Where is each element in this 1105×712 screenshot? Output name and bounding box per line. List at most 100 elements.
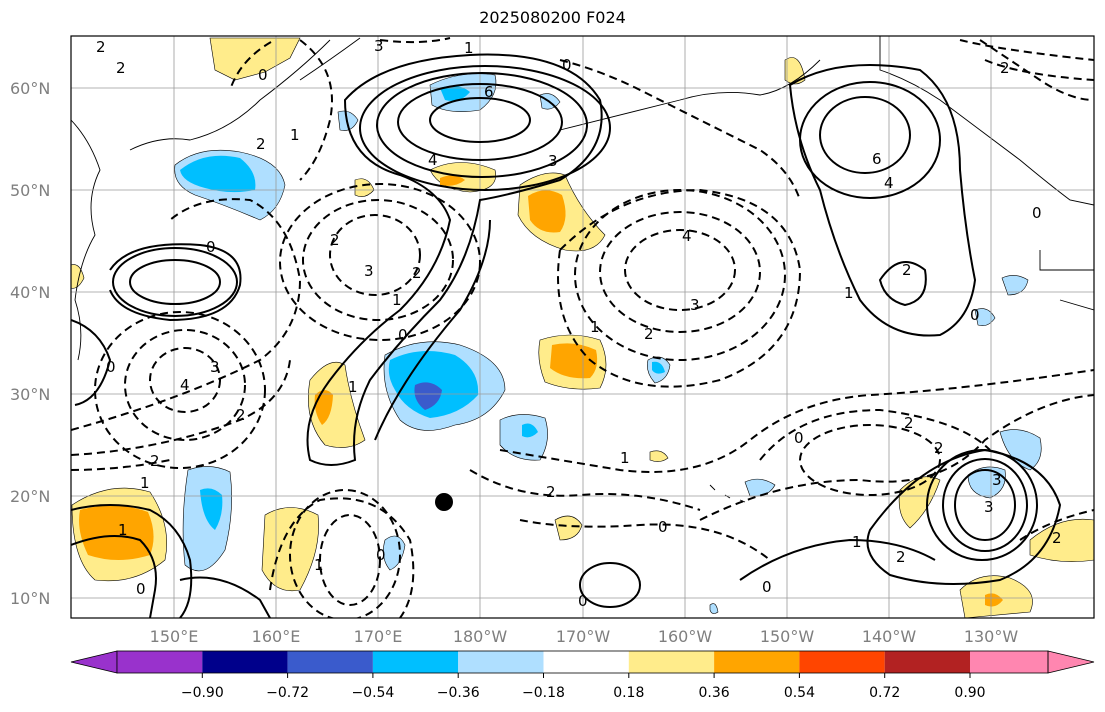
map-panel: 2 2 3 0 1 6 4 3 2 1 0 6 4 2 0 2 3 4 3 2 … bbox=[71, 36, 1094, 618]
shade-positive-14 bbox=[649, 450, 669, 462]
lon-label-150w: 150°W bbox=[760, 627, 815, 646]
shade-positive-1 bbox=[209, 37, 301, 81]
shade-positive-core-1 bbox=[528, 190, 566, 233]
contour-label: 3 bbox=[210, 358, 220, 376]
contour-label: 4 bbox=[682, 227, 692, 245]
contour-label: 1 bbox=[844, 284, 854, 302]
contour-labels: 2 2 3 0 1 6 4 3 2 1 0 6 4 2 0 2 3 4 3 2 … bbox=[96, 37, 1062, 610]
lon-label-170w: 170°W bbox=[556, 627, 611, 646]
contour-label: 0 bbox=[376, 546, 386, 564]
shade-positive-core-2 bbox=[550, 343, 598, 379]
lat-label-20n: 20°N bbox=[10, 487, 50, 506]
contour-label: 2 bbox=[1000, 59, 1010, 77]
contour-label: 2 bbox=[896, 548, 906, 566]
lon-label-170e: 170°E bbox=[354, 627, 403, 646]
contour-label: 6 bbox=[484, 83, 494, 101]
colorbar: −0.90 −0.72 −0.54 −0.36 −0.18 0.18 0.36 … bbox=[70, 650, 1095, 701]
colorbar-bin bbox=[458, 651, 544, 673]
colorbar-extend-high bbox=[1047, 650, 1095, 674]
lat-label-50n: 50°N bbox=[10, 181, 50, 200]
shade-negative-core-2 bbox=[440, 85, 470, 101]
shade-negative-15 bbox=[709, 603, 719, 614]
contour-label: 1 bbox=[464, 39, 474, 57]
contour-label: 0 bbox=[136, 580, 146, 598]
contour-label: 6 bbox=[872, 150, 882, 168]
colorbar-extend-low bbox=[70, 650, 118, 674]
contour-label: 2 bbox=[96, 38, 106, 56]
shade-negative-core-4 bbox=[200, 488, 223, 530]
lon-label-180w: 180°W bbox=[453, 627, 508, 646]
shade-negative-core-5 bbox=[522, 423, 538, 438]
contour-label: 0 bbox=[1032, 204, 1042, 222]
lon-label-140w: 140°W bbox=[862, 627, 917, 646]
contour-label: 1 bbox=[852, 533, 862, 551]
contour-label: 2 bbox=[330, 231, 340, 249]
colorbar-tick-label: 0.72 bbox=[869, 685, 900, 701]
contour-label: 1 bbox=[590, 318, 600, 336]
contour-label: 0 bbox=[970, 306, 980, 324]
colorbar-tick-label: −0.36 bbox=[437, 685, 480, 701]
shade-positive-8 bbox=[554, 515, 583, 541]
coastlines bbox=[71, 36, 1094, 503]
colorbar-tick-label: −0.72 bbox=[266, 685, 309, 701]
contour-label: 1 bbox=[620, 449, 630, 467]
colorbar-tick-label: −0.90 bbox=[181, 685, 224, 701]
latitude-labels: 60°N 50°N 40°N 30°N 20°N 10°N bbox=[10, 79, 50, 608]
shade-positive-5 bbox=[308, 361, 366, 448]
shade-negative-4 bbox=[499, 414, 548, 461]
colorbar-bin bbox=[714, 651, 800, 673]
colorbar-tick-label: −0.18 bbox=[522, 685, 565, 701]
contour-label: 0 bbox=[206, 238, 216, 256]
colorbar-tick-label: 0.36 bbox=[699, 685, 730, 701]
contour-label: 3 bbox=[984, 498, 994, 516]
shade-negative-11 bbox=[1001, 275, 1029, 296]
contour-label: 2 bbox=[116, 59, 126, 77]
contour-label: 2 bbox=[904, 414, 914, 432]
contour-label: 3 bbox=[690, 296, 700, 314]
contour-label: 2 bbox=[644, 325, 654, 343]
contour-label: 1 bbox=[140, 474, 150, 492]
contour-label: 4 bbox=[428, 151, 438, 169]
contour-label: 2 bbox=[412, 264, 422, 282]
lat-label-30n: 30°N bbox=[10, 385, 50, 404]
lon-label-150e: 150°E bbox=[150, 627, 199, 646]
contour-label: 2 bbox=[1052, 529, 1062, 547]
solid-contours bbox=[71, 53, 1062, 618]
colorbar-outline bbox=[116, 650, 1049, 674]
colorbar-bin bbox=[628, 651, 715, 673]
contour-label: 3 bbox=[364, 262, 374, 280]
colorbar-bin bbox=[884, 651, 970, 673]
shade-positive-core-6 bbox=[440, 175, 465, 186]
dashed-contours bbox=[71, 37, 1094, 618]
contour-label: 0 bbox=[258, 66, 268, 84]
storm-center-marker bbox=[435, 493, 453, 511]
colorbar-tick-label: 0.18 bbox=[613, 685, 644, 701]
colorbar-bin bbox=[202, 651, 288, 673]
lat-label-60n: 60°N bbox=[10, 79, 50, 98]
contour-label: 2 bbox=[236, 406, 246, 424]
contour-label: 1 bbox=[348, 378, 358, 396]
shade-negative-core-6 bbox=[652, 361, 665, 374]
lon-label-160e: 160°E bbox=[252, 627, 301, 646]
contour-label: 1 bbox=[314, 556, 324, 574]
contour-label: 4 bbox=[180, 376, 190, 394]
contour-label: 2 bbox=[934, 439, 944, 457]
colorbar-bin bbox=[970, 651, 1048, 673]
contour-label: 4 bbox=[884, 174, 894, 192]
shade-positive-core-4 bbox=[79, 505, 154, 560]
colorbar-bin bbox=[117, 651, 203, 673]
shade-negative-deep-1 bbox=[414, 382, 442, 410]
contour-label: 0 bbox=[762, 578, 772, 596]
shaded-regions bbox=[71, 37, 1094, 618]
shade-negative-core-1 bbox=[180, 155, 256, 193]
contour-label: 0 bbox=[106, 358, 116, 376]
colorbar-bin bbox=[543, 651, 629, 673]
contour-label: 2 bbox=[902, 261, 912, 279]
contour-label: 2 bbox=[256, 135, 266, 153]
colorbar-ticks bbox=[201, 673, 971, 678]
shade-positive-core-5 bbox=[985, 593, 1003, 607]
contour-label: 1 bbox=[118, 521, 128, 539]
contour-label: 0 bbox=[398, 326, 408, 344]
colorbar-bin bbox=[799, 651, 885, 673]
